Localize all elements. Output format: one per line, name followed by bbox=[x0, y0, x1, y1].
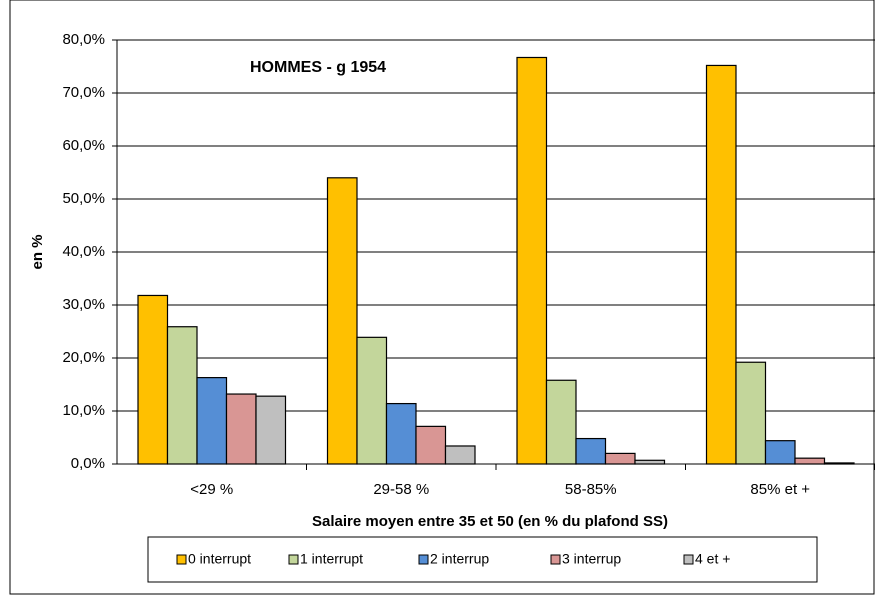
legend-label: 0 interrupt bbox=[188, 551, 251, 567]
bar bbox=[196, 377, 228, 465]
bar bbox=[385, 402, 417, 465]
y-tick-label: 60,0% bbox=[62, 137, 105, 154]
bar bbox=[634, 459, 666, 465]
bar bbox=[225, 393, 257, 465]
bar bbox=[764, 440, 796, 465]
bar bbox=[137, 294, 169, 465]
bar bbox=[415, 425, 447, 465]
y-tick-label: 70,0% bbox=[62, 84, 105, 101]
y-tick-label: 10,0% bbox=[62, 402, 105, 419]
bar bbox=[255, 395, 287, 465]
y-tick-label: 0,0% bbox=[71, 455, 105, 472]
legend-label: 1 interrupt bbox=[300, 551, 363, 567]
x-tick-label: <29 % bbox=[190, 481, 233, 498]
legend-label: 3 interrup bbox=[562, 551, 621, 567]
bar bbox=[823, 462, 855, 465]
legend-label: 4 et + bbox=[695, 551, 730, 567]
bar bbox=[575, 437, 607, 465]
legend-box bbox=[147, 536, 818, 583]
y-tick-label: 50,0% bbox=[62, 190, 105, 207]
x-axis-label: Salaire moyen entre 35 et 50 (en % du pl… bbox=[312, 513, 668, 530]
legend-swatch bbox=[683, 554, 694, 565]
bar bbox=[356, 336, 388, 465]
x-tick-label: 29-58 % bbox=[373, 481, 429, 498]
y-tick-label: 40,0% bbox=[62, 243, 105, 260]
legend-swatch bbox=[550, 554, 561, 565]
x-tick-label: 58-85% bbox=[565, 481, 617, 498]
y-tick-label: 20,0% bbox=[62, 349, 105, 366]
x-tick-label: 85% et + bbox=[750, 481, 810, 498]
bar bbox=[444, 445, 476, 465]
legend-swatch bbox=[176, 554, 187, 565]
bar bbox=[604, 452, 636, 465]
y-tick-label: 30,0% bbox=[62, 296, 105, 313]
annotation: HOMMES - g 1954 bbox=[250, 59, 386, 76]
bar bbox=[326, 177, 358, 465]
bar bbox=[735, 361, 767, 465]
chart-border bbox=[9, 0, 875, 595]
bar bbox=[516, 56, 548, 465]
y-axis-label: en % bbox=[29, 234, 46, 269]
bar bbox=[166, 326, 198, 465]
bar bbox=[794, 457, 826, 465]
bar bbox=[705, 64, 737, 465]
legend-label: 2 interrup bbox=[430, 551, 489, 567]
legend-swatch bbox=[418, 554, 429, 565]
legend-swatch bbox=[288, 554, 299, 565]
y-tick-label: 80,0% bbox=[62, 31, 105, 48]
bar bbox=[545, 379, 577, 465]
